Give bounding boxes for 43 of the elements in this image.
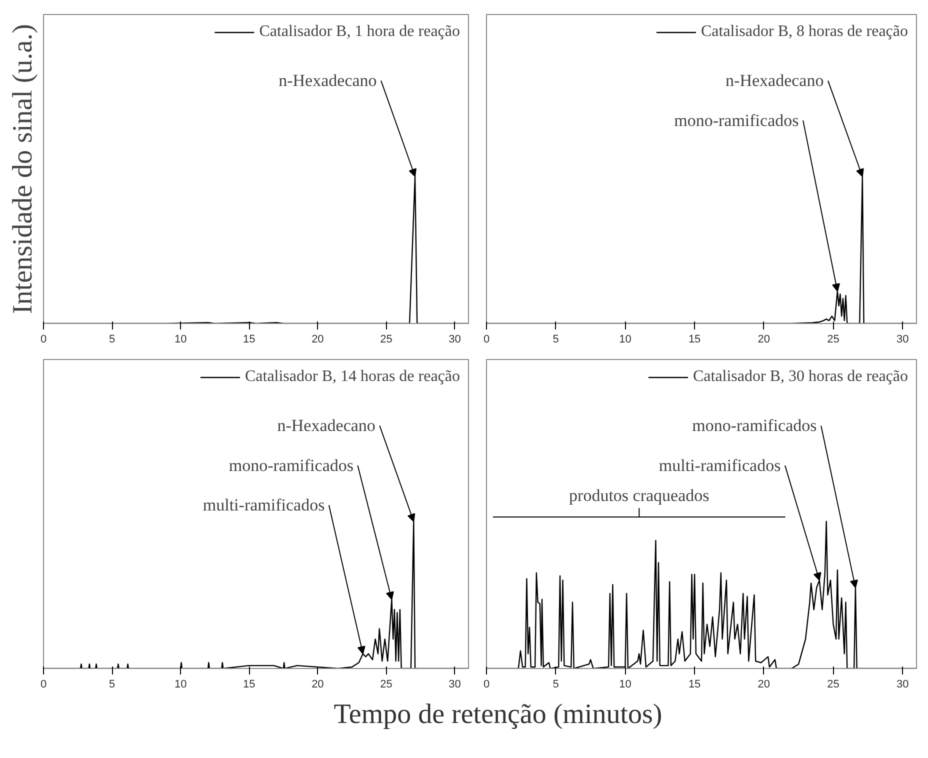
x-tick-label: 30 xyxy=(896,334,909,346)
x-tick-label: 5 xyxy=(108,678,116,690)
x-tick-label: 30 xyxy=(448,678,461,690)
x-tick-label: 20 xyxy=(758,678,770,690)
x-tick-label: 15 xyxy=(243,678,256,690)
x-tick-label: 0 xyxy=(40,334,47,346)
annotation: n-Hexadecano xyxy=(726,71,824,90)
x-tick-label: 5 xyxy=(552,678,559,690)
x-tick-label: 0 xyxy=(40,678,47,690)
x-tick-label: 10 xyxy=(619,334,632,346)
x-tick-label: 30 xyxy=(448,334,461,346)
x-tick-label: 15 xyxy=(688,334,701,346)
x-tick-label: 25 xyxy=(827,678,840,690)
annotation: n-Hexadecano xyxy=(278,71,377,90)
x-tick-label: 20 xyxy=(312,678,324,690)
legend-label: Catalisador B, 14 horas de reação xyxy=(244,368,460,386)
annotation: multi-ramificados xyxy=(658,456,781,475)
x-tick-label: 10 xyxy=(174,334,187,346)
annotation: mono-ramificados xyxy=(228,456,354,475)
x-axis-title: Tempo de retenção (minutos) xyxy=(334,698,662,732)
x-tick-label: 20 xyxy=(312,334,324,346)
x-tick-label: 10 xyxy=(174,678,187,690)
x-tick-label: 25 xyxy=(380,678,392,690)
annotation: mono-ramificados xyxy=(692,416,817,436)
x-tick-label: 5 xyxy=(108,334,116,346)
x-tick-label: 15 xyxy=(688,678,701,690)
x-tick-label: 5 xyxy=(552,334,559,346)
text: produtos craqueados xyxy=(569,486,710,506)
y-axis-title: Intensidade do sinal (u.a.) xyxy=(8,24,38,314)
x-tick-label: 10 xyxy=(619,678,632,690)
x-tick-label: 20 xyxy=(758,334,770,346)
x-tick-label: 25 xyxy=(380,334,392,346)
legend-label: Catalisador B, 8 horas de reação xyxy=(700,23,908,41)
annotation: mono-ramificados xyxy=(674,110,799,130)
x-tick-label: 0 xyxy=(483,678,490,690)
legend-label: Catalisador B, 30 horas de reação xyxy=(692,368,908,386)
x-tick-label: 15 xyxy=(243,334,256,346)
x-tick-label: 30 xyxy=(896,678,909,690)
annotation: n-Hexadecano xyxy=(277,416,376,436)
legend-label: Catalisador B, 1 hora de reação xyxy=(259,23,460,41)
x-tick-label: 0 xyxy=(483,334,490,346)
annotation: multi-ramificados xyxy=(202,496,325,515)
x-tick-label: 25 xyxy=(827,334,840,346)
